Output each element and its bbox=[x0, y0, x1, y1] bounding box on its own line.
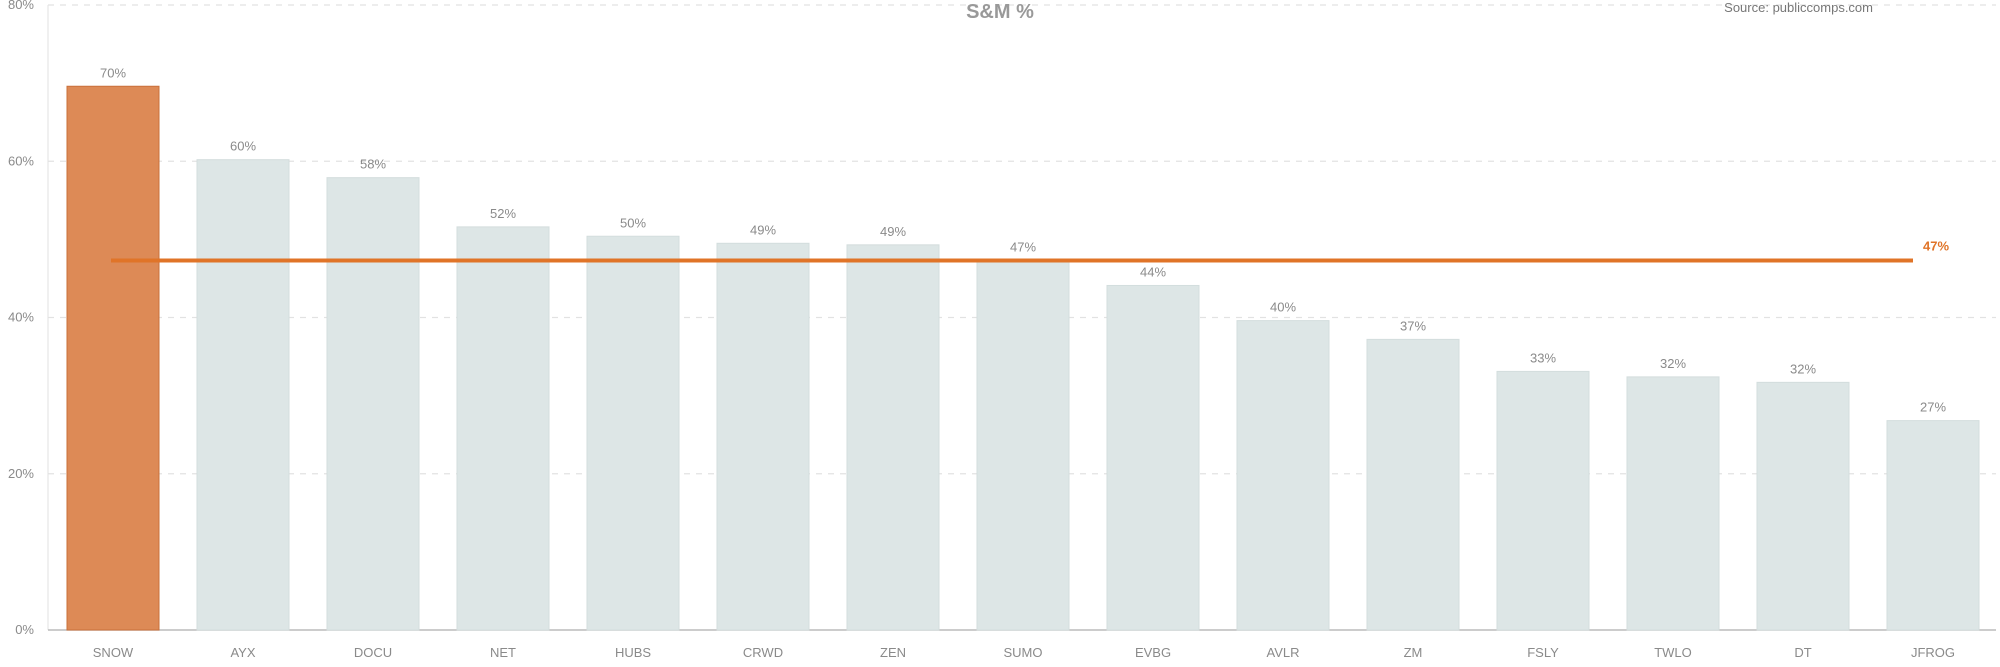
y-tick-label: 80% bbox=[8, 0, 34, 12]
data-label: 37% bbox=[1400, 318, 1426, 333]
category-label: JFROG bbox=[1911, 645, 1955, 660]
category-label: HUBS bbox=[615, 645, 651, 660]
data-label: 44% bbox=[1140, 264, 1166, 279]
category-label: ZEN bbox=[880, 645, 906, 660]
x-axis-categories: SNOW AYX DOCU NET HUBS CRWD ZEN SUMO EVBG AVLR ZM F… bbox=[93, 645, 1955, 660]
y-axis-ticks: 0% 20% 40% 60% 80% bbox=[8, 0, 34, 637]
y-tick-label: 0% bbox=[15, 622, 34, 637]
data-label: 40% bbox=[1270, 300, 1296, 315]
category-label: NET bbox=[490, 645, 516, 660]
chart-title: S&M % bbox=[966, 1, 1034, 23]
y-tick-label: 60% bbox=[8, 153, 34, 168]
category-label: EVBG bbox=[1135, 645, 1171, 660]
data-label: 32% bbox=[1790, 361, 1816, 376]
category-label: ZM bbox=[1404, 645, 1423, 660]
bar-snow bbox=[66, 85, 160, 631]
category-label: DOCU bbox=[354, 645, 392, 660]
category-label: AYX bbox=[230, 645, 255, 660]
data-label: 58% bbox=[360, 157, 386, 172]
data-labels: 70% 60% 58% 52% 50% 49% 49% 47% 44% 40% 37% 33% 32% 3… bbox=[100, 65, 1946, 414]
bar-crwd bbox=[716, 242, 810, 631]
bar-evbg bbox=[1106, 284, 1200, 631]
data-label: 47% bbox=[1010, 239, 1036, 254]
category-label: DT bbox=[1794, 645, 1811, 660]
category-label: FSLY bbox=[1527, 645, 1559, 660]
data-label: 32% bbox=[1660, 356, 1686, 371]
bar-ayx bbox=[196, 159, 290, 631]
y-tick-label: 40% bbox=[8, 310, 34, 325]
bars bbox=[66, 85, 1980, 631]
chart-source: Source: publiccomps.com bbox=[1724, 0, 1873, 15]
data-label: 52% bbox=[490, 206, 516, 221]
category-label: CRWD bbox=[743, 645, 783, 660]
data-label: 70% bbox=[100, 65, 126, 80]
bar-zen bbox=[846, 244, 940, 631]
data-label: 27% bbox=[1920, 400, 1946, 415]
data-label: 33% bbox=[1530, 350, 1556, 365]
category-label: SNOW bbox=[93, 645, 134, 660]
bar-avlr bbox=[1236, 320, 1330, 631]
bar-fsly bbox=[1496, 370, 1590, 631]
bar-jfrog bbox=[1886, 420, 1980, 631]
bar-twlo bbox=[1626, 376, 1720, 631]
bar-sumo bbox=[976, 259, 1070, 631]
bar-docu bbox=[326, 177, 420, 631]
bar-zm bbox=[1366, 338, 1460, 631]
data-label: 60% bbox=[230, 139, 256, 154]
category-label: SUMO bbox=[1004, 645, 1043, 660]
average-label: 47% bbox=[1923, 238, 1949, 253]
y-tick-label: 20% bbox=[8, 466, 34, 481]
bar-net bbox=[456, 226, 550, 631]
bar-dt bbox=[1756, 381, 1850, 631]
data-label: 49% bbox=[880, 224, 906, 239]
bar-hubs bbox=[586, 235, 680, 631]
category-label: AVLR bbox=[1267, 645, 1300, 660]
data-label: 49% bbox=[750, 222, 776, 237]
category-label: TWLO bbox=[1654, 645, 1692, 660]
data-label: 50% bbox=[620, 215, 646, 230]
